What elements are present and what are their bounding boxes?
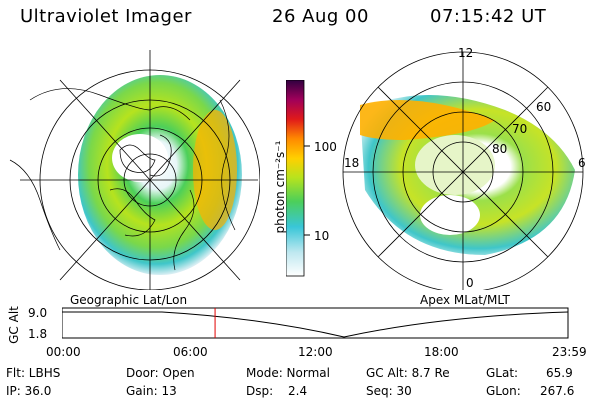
info-gain: Gain: 13 — [126, 384, 177, 398]
info-glat-label: GLat: — [486, 366, 519, 380]
altitude-xtick-0000: 00:00 — [46, 345, 81, 359]
info-gc-alt: GC Alt: 8.7 Re — [366, 366, 450, 380]
info-dsp-value: 2.4 — [288, 384, 308, 398]
instrument-title: Ultraviolet Imager — [20, 6, 192, 27]
info-seq: Seq: 30 — [366, 384, 412, 398]
altitude-plot — [62, 307, 569, 339]
altitude-ylabel: GC Alt — [7, 306, 21, 344]
altitude-curve — [62, 311, 569, 338]
colorbar — [286, 80, 310, 277]
altitude-xtick-1200: 12:00 — [298, 345, 333, 359]
colorbar-unit-label: photon cm⁻²s⁻¹ — [273, 140, 287, 234]
mlat-label-80: 80 — [492, 142, 508, 156]
magnetic-caption: Apex MLat/MLT — [420, 293, 510, 307]
altitude-xtick-0600: 06:00 — [173, 345, 208, 359]
info-door: Door: Open — [126, 366, 195, 380]
info-dsp-label: Dsp: — [246, 384, 274, 398]
info-flt: Flt: LBHS — [6, 366, 61, 380]
mlat-grid — [342, 51, 584, 290]
altitude-xtick-1800: 18:00 — [424, 345, 459, 359]
geographic-caption: Geographic Lat/Lon — [70, 293, 188, 307]
mlat-label-70: 70 — [512, 122, 528, 136]
mlt-label-0: 0 — [466, 276, 474, 290]
date-label: 26 Aug 00 — [272, 6, 369, 27]
altitude-ytick-9: 9.0 — [28, 306, 48, 320]
colorbar-tick-100: 100 — [314, 140, 337, 154]
info-ip: IP: 36.0 — [6, 384, 52, 398]
coastlines — [9, 88, 236, 271]
mlat-label-60: 60 — [536, 100, 552, 114]
geographic-map — [9, 50, 260, 290]
altitude-xtick-2359: 23:59 — [552, 345, 587, 359]
mlt-label-6: 6 — [578, 156, 586, 170]
magnetic-polar-plot — [342, 51, 584, 290]
colorbar-tick-10: 10 — [314, 229, 330, 243]
info-glon-label: GLon: — [486, 384, 521, 398]
geo-grid — [20, 50, 260, 290]
info-glat-value: 65.9 — [546, 366, 573, 380]
mlt-label-18: 18 — [344, 156, 360, 170]
info-glon-value: 267.6 — [540, 384, 575, 398]
time-label: 07:15:42 UT — [430, 6, 547, 27]
info-mode: Mode: Normal — [246, 366, 330, 380]
mlt-label-12: 12 — [458, 46, 474, 60]
altitude-ytick-1: 1.8 — [28, 327, 48, 341]
